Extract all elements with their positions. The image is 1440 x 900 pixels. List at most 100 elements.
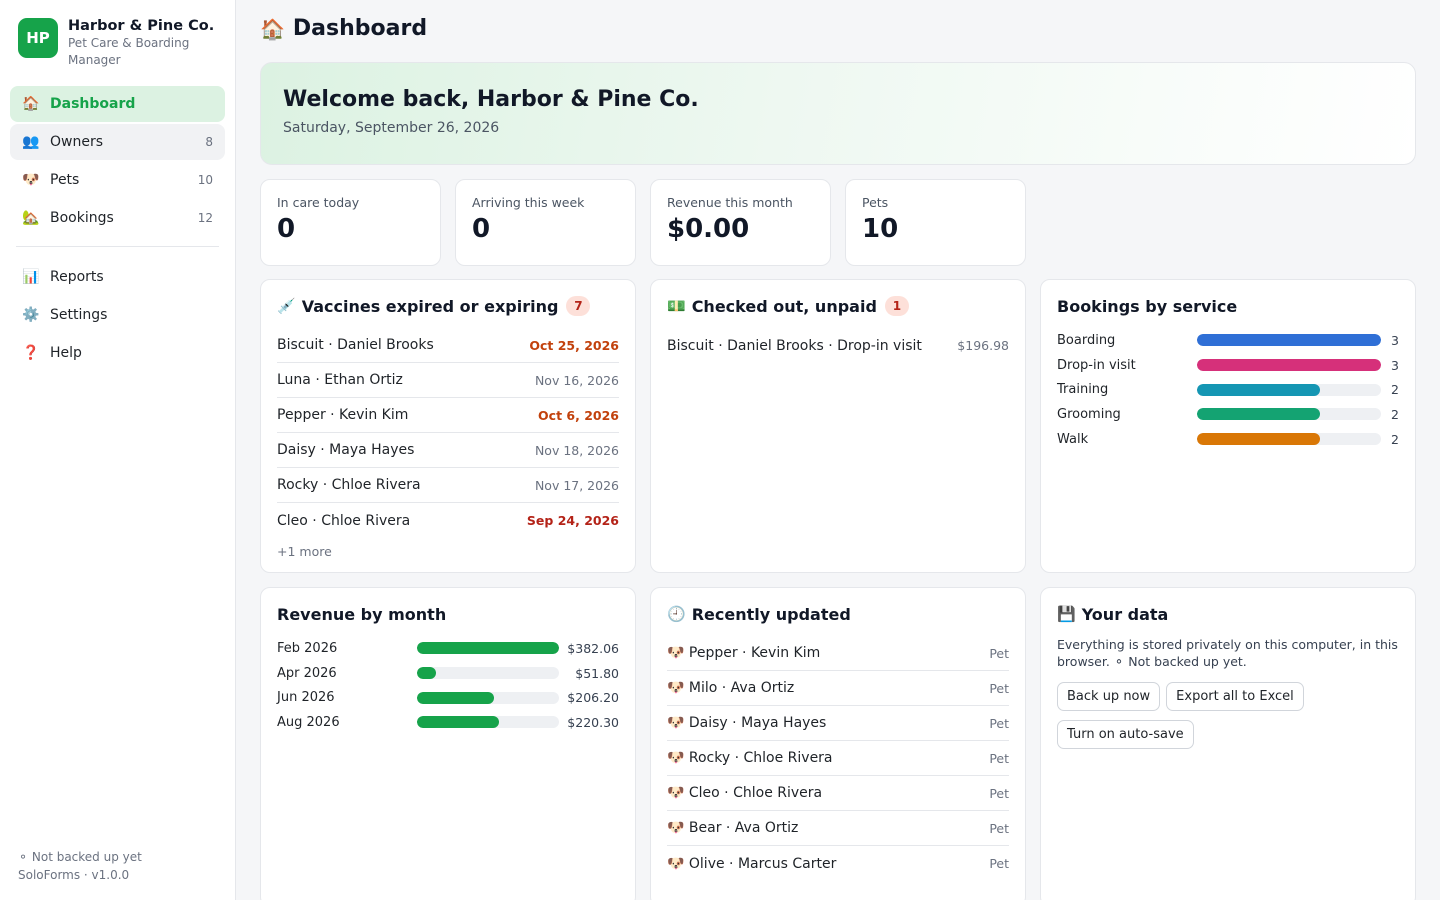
welcome-heading: Welcome back, Harbor & Pine Co.: [283, 87, 699, 112]
bar-value: 2: [1391, 406, 1399, 422]
list-item[interactable]: 🐶 Bear · Ava Ortiz Pet: [667, 811, 1009, 846]
recent-item-type: Pet: [989, 715, 1009, 731]
bar-track: [417, 642, 559, 655]
bar-value: 3: [1391, 357, 1399, 373]
sidebar-item-label: Pets: [50, 172, 80, 188]
unpaid-amount: $196.98: [957, 338, 1009, 353]
sidebar-item-owners[interactable]: 👥 Owners 8: [10, 124, 225, 160]
sidebar-item-count: 8: [205, 135, 213, 149]
recently-updated-title: 🕘 Recently updated: [667, 604, 1009, 624]
bar-label: Training: [1057, 382, 1109, 398]
list-item[interactable]: Biscuit · Daniel Brooks · Drop-in visit $…: [667, 328, 1009, 363]
recent-item-type: Pet: [989, 856, 1009, 871]
clock-icon: 🕘: [667, 605, 686, 623]
vaccine-pet-owner: Luna · Ethan Ortiz: [277, 372, 403, 388]
stat-revenue-this-month: Revenue this month $0.00: [650, 179, 831, 266]
bar-label: Drop-in visit: [1057, 357, 1136, 373]
bar-fill-feb-2026: [417, 642, 559, 655]
house-icon: 🏠: [22, 96, 40, 112]
list-item[interactable]: 🐶 Daisy · Maya Hayes Pet: [667, 706, 1009, 741]
sidebar-item-label: Owners: [50, 134, 104, 150]
vaccines-count-badge: 7: [566, 296, 591, 316]
list-item[interactable]: 🐶 Olive · Marcus Carter Pet: [667, 846, 1009, 881]
list-item[interactable]: Cleo · Chloe Rivera Sep 24, 2026: [277, 503, 619, 538]
dog-icon: 🐶: [667, 645, 685, 661]
bar-value: 2: [1391, 382, 1399, 398]
sidebar-item-label: Bookings: [50, 210, 114, 226]
bar-value: 2: [1391, 431, 1399, 447]
dog-icon: 🐶: [667, 820, 685, 836]
list-item[interactable]: 🐶 Cleo · Chloe Rivera Pet: [667, 776, 1009, 811]
bar-value: $51.80: [575, 665, 619, 681]
back-up-now-button[interactable]: Back up now: [1057, 682, 1161, 711]
stat-arriving-this-week: Arriving this week 0: [455, 179, 636, 266]
stat-value: 0: [277, 214, 296, 244]
page-title-text: Dashboard: [292, 16, 428, 41]
question-icon: ❓: [22, 345, 40, 361]
unpaid-booking: Biscuit · Daniel Brooks · Drop-in visit: [667, 337, 922, 354]
welcome-date: Saturday, September 26, 2026: [283, 120, 500, 136]
service-bar-row: Walk 2: [1057, 427, 1399, 452]
sidebar-item-count: 12: [197, 211, 213, 225]
bar-track: [1197, 408, 1381, 421]
service-bar-row: Drop-in visit 3: [1057, 353, 1399, 378]
sidebar-item-help[interactable]: ❓ Help: [10, 335, 225, 371]
list-item[interactable]: Biscuit · Daniel Brooks Oct 25, 2026: [277, 328, 619, 363]
export-excel-button[interactable]: Export all to Excel: [1166, 682, 1304, 711]
sidebar-item-label: Reports: [50, 269, 104, 285]
stat-value: 0: [472, 214, 491, 244]
vaccine-pet-owner: Rocky · Chloe Rivera: [277, 477, 421, 493]
revenue-bar-row: Aug 2026 $220.30: [277, 710, 619, 735]
list-item[interactable]: Pepper · Kevin Kim Oct 6, 2026: [277, 398, 619, 433]
bar-label: Walk: [1057, 431, 1089, 447]
list-item[interactable]: Daisy · Maya Hayes Nov 18, 2026: [277, 433, 619, 468]
dog-icon: 🐶: [667, 785, 685, 801]
bar-fill-boarding: [1197, 334, 1381, 347]
recent-item-name: Milo · Ava Ortiz: [688, 680, 795, 696]
sidebar-item-bookings[interactable]: 🏡 Bookings 12: [10, 200, 225, 236]
recently-updated-title-text: Recently updated: [691, 604, 851, 624]
vaccine-date: Sep 24, 2026: [526, 513, 619, 528]
bar-label: Feb 2026: [277, 640, 338, 656]
recently-updated-card: 🕘 Recently updated 🐶 Pepper · Kevin Kim P…: [650, 587, 1026, 900]
bar-fill-drop-in-visit: [1197, 359, 1381, 372]
list-item[interactable]: 🐶 Rocky · Chloe Rivera Pet: [667, 741, 1009, 776]
sidebar-item-settings[interactable]: ⚙️ Settings: [10, 297, 225, 333]
bar-fill-jun-2026: [417, 691, 494, 704]
recent-item-name: Daisy · Maya Hayes: [688, 715, 827, 731]
vaccine-date: Nov 16, 2026: [534, 372, 619, 388]
vaccine-date: Nov 17, 2026: [534, 477, 619, 493]
recent-item-name: Bear · Ava Ortiz: [688, 820, 799, 836]
list-item[interactable]: 🐶 Milo · Ava Ortiz Pet: [667, 671, 1009, 706]
sidebar-item-reports[interactable]: 📊 Reports: [10, 259, 225, 295]
bar-value: $382.06: [567, 640, 619, 656]
recent-item-name: Rocky · Chloe Rivera: [688, 750, 833, 766]
vaccines-card: 💉 Vaccines expired or expiring 7 Biscuit…: [260, 279, 636, 573]
stat-value: $0.00: [667, 214, 750, 244]
stat-pets: Pets 10: [845, 179, 1026, 266]
vaccine-pet-owner: Biscuit · Daniel Brooks: [277, 337, 434, 353]
list-item[interactable]: 🐶 Pepper · Kevin Kim Pet: [667, 636, 1009, 671]
stat-label: Arriving this week: [472, 195, 585, 210]
bar-label: Boarding: [1057, 332, 1116, 348]
sidebar-item-count: 10: [197, 173, 213, 187]
house-icon: 🏠: [260, 16, 285, 41]
vaccine-date: Oct 6, 2026: [538, 407, 619, 423]
stat-label: In care today: [277, 195, 360, 210]
recently-updated-list: 🐶 Pepper · Kevin Kim Pet 🐶 Milo · Ava Ort…: [667, 636, 1009, 881]
bar-track: [417, 716, 559, 729]
bar-value: 3: [1391, 332, 1399, 348]
bar-track: [1197, 383, 1381, 396]
list-item[interactable]: Rocky · Chloe Rivera Nov 17, 2026: [277, 468, 619, 503]
recent-item-type: Pet: [989, 785, 1009, 801]
recent-item-type: Pet: [989, 820, 1009, 836]
dog-icon: 🐶: [667, 680, 685, 696]
page-title: 🏠 Dashboard: [260, 16, 427, 41]
stat-value: 10: [862, 214, 899, 244]
vaccines-more-link[interactable]: +1 more: [277, 544, 332, 559]
sidebar-item-pets[interactable]: 🐶 Pets 10: [10, 162, 225, 198]
list-item[interactable]: Luna · Ethan Ortiz Nov 16, 2026: [277, 363, 619, 398]
sidebar-item-dashboard[interactable]: 🏠 Dashboard: [10, 86, 225, 122]
vaccine-date: Nov 18, 2026: [534, 442, 619, 458]
auto-save-button[interactable]: Turn on auto-save: [1057, 720, 1194, 749]
